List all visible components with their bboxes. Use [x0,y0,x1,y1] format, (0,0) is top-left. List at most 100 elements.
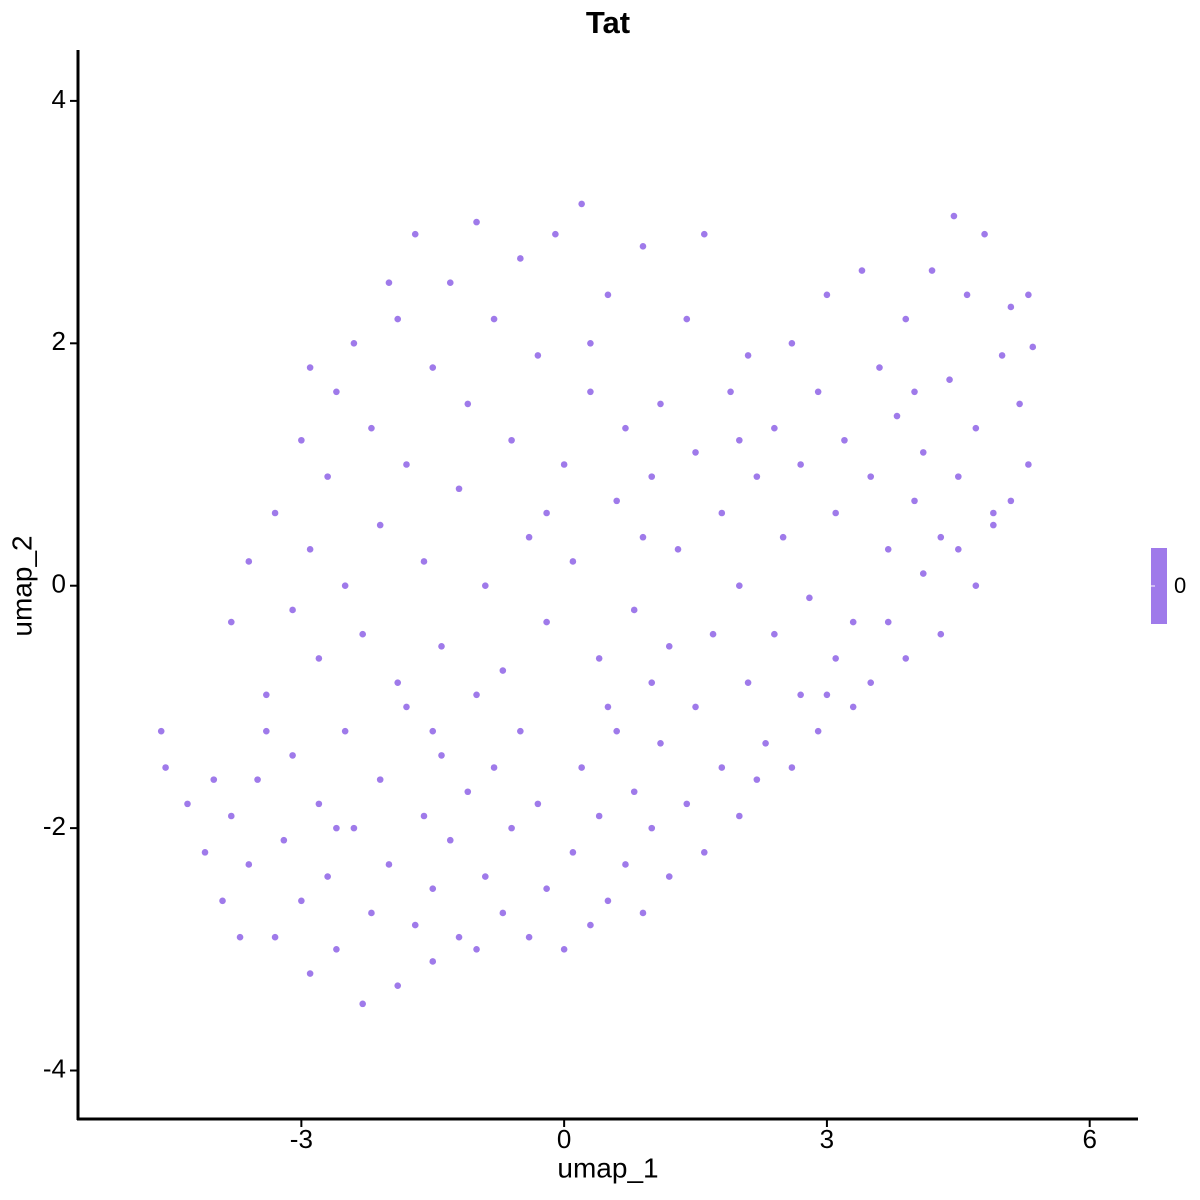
point [950,212,958,220]
point [902,315,910,323]
point [464,400,472,408]
point [639,533,647,541]
y-tick-label: -2 [43,811,66,841]
point [245,558,253,565]
point [490,315,498,323]
point [1025,291,1032,299]
point [919,570,927,577]
point [341,582,349,590]
point [955,546,962,553]
point [298,897,305,905]
point [429,958,437,965]
point [420,812,428,820]
point [604,897,612,905]
point [245,861,253,868]
point [832,509,839,517]
point [376,521,384,529]
point [254,776,261,783]
point [718,764,726,771]
point [508,824,515,832]
point [771,630,778,638]
x-tick-label: 0 [557,1124,571,1154]
point [534,352,542,359]
point [841,436,848,444]
point [569,849,577,856]
point [700,849,708,856]
point [446,836,454,844]
point [350,824,358,832]
point [201,849,209,856]
point [604,291,612,299]
y-tick-label: -4 [43,1053,66,1083]
point [411,921,419,929]
point [648,824,656,832]
point [753,776,761,783]
point [227,812,235,820]
point [534,800,542,808]
point [604,703,612,711]
point [744,679,752,686]
point [543,885,550,893]
point [1029,343,1037,351]
point [849,618,857,626]
point [578,200,585,208]
point [490,764,498,771]
point [341,727,349,735]
x-tick-label: 6 [1082,1124,1096,1154]
x-tick-label: -3 [290,1124,313,1154]
point [630,788,638,796]
point [937,630,945,638]
point [990,521,997,529]
point [162,764,169,771]
point [1007,497,1015,505]
point [972,582,980,590]
point [876,364,883,371]
point [622,861,629,868]
point [665,643,673,650]
point [595,655,603,662]
point [587,921,594,929]
point [595,812,603,820]
point [683,315,691,323]
point [806,594,813,602]
point [306,546,314,553]
point [884,618,892,626]
point [753,473,761,480]
point [1025,461,1032,468]
point [359,1000,366,1008]
point [429,885,437,893]
chart-title: Tat [586,5,630,40]
point [823,291,831,299]
point [788,764,796,771]
point [911,388,918,396]
point [578,764,585,771]
point [482,873,489,880]
point [227,618,235,626]
y-tick-label: 4 [52,84,66,114]
colorbar [1151,548,1167,624]
point [271,933,279,941]
point [849,703,857,711]
point [394,679,402,686]
point [867,679,875,686]
point [333,946,340,953]
point [184,800,191,808]
point [955,473,962,480]
point [639,243,647,250]
point [560,946,568,953]
point [368,909,375,917]
point [972,424,980,432]
point [455,485,463,493]
point [306,364,314,371]
point [709,630,717,638]
point [315,655,323,662]
point [543,509,550,517]
point [613,727,620,735]
point [517,727,524,735]
point [630,606,638,614]
x-tick-label: 3 [820,1124,834,1154]
point [692,449,699,456]
point [210,776,218,783]
point [289,752,296,759]
